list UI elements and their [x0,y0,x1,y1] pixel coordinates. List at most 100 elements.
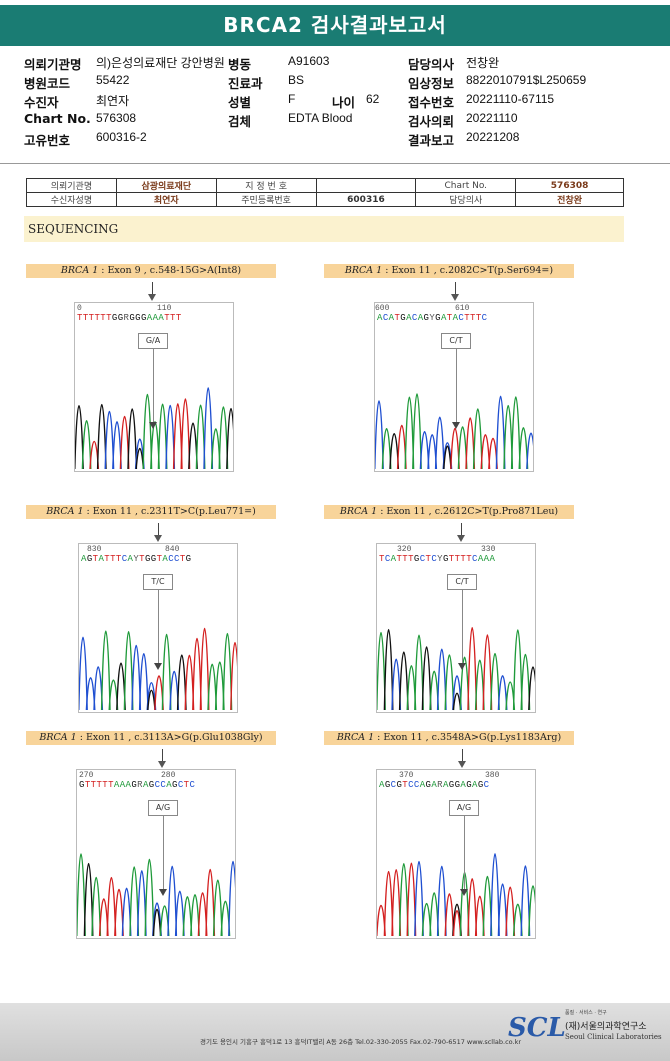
base-letter: G [131,780,138,790]
lab-name-en: Seoul Clinical Laboratories [565,1033,662,1041]
base-letter: A [440,313,447,323]
base-letter: A [119,780,126,790]
id-value: 600316-2 [96,130,147,144]
trace-peak [106,877,117,937]
sex-value: F [288,92,296,106]
position-number: 320 [397,545,412,554]
trace-peak [192,637,202,711]
position-number: 270 [79,771,94,780]
base-letter: T [408,554,414,564]
base-letter: T [460,554,467,564]
trace-peak [436,865,447,937]
trace-peak [467,627,478,711]
base-letter: G [150,554,157,564]
chromatogram-panel: BRCA 1 : Exon 11 , c.2311T>C(p.Leu771=) … [26,505,276,715]
trace-peak [377,632,386,711]
chromatogram: 0 110 TTTTTTGGRGGGAAATTT G/A [74,302,234,472]
clinical-label: 임상정보 [408,76,455,91]
chromatogram: 830 840 AGTATTTCAYTGGTACCTG T/C [78,543,238,713]
mutation-arrow-icon [460,889,468,896]
base-letter: A [127,554,134,564]
trace-peak [203,387,214,470]
base-letter: C [384,554,391,564]
trace-peak [205,868,216,937]
sub-cell: 담당의사 [415,192,517,207]
sub-table-row: 수신자성명 최연자 주민등록번호 600316 담당의사 전창완 [26,192,624,207]
trace-peak [526,432,533,470]
base-letter: T [110,554,116,564]
trace-peak [230,641,237,711]
base-letter: G [144,554,151,564]
base-letter: R [437,780,443,790]
sub-cell: 최연자 [115,192,217,207]
ward-label: 병동 [228,57,252,72]
base-letter: G [117,313,124,323]
receipt-label: 접수번호 [408,95,455,110]
base-letter: A [377,313,383,323]
base-letter: T [183,780,190,790]
mutation-arrow-icon [458,663,466,670]
base-letter: T [446,313,453,323]
mutation-line [163,816,164,894]
hospital-code-value: 55422 [96,73,130,87]
trace-peak [414,634,424,711]
sub-cell: 수신자성명 [26,192,117,207]
base-letter: A [442,780,449,790]
trace-peak [528,666,535,711]
chromatogram: 270 280 GTTTTTAAAGRAGCCAGCTC A/G [76,769,236,939]
base-letter: T [379,554,385,564]
trace-peak [96,403,107,470]
base-letter: Y [437,554,443,564]
trace-peak [157,403,168,470]
trace-peak [212,879,223,937]
divider [0,163,670,164]
base-letter: C [419,554,426,564]
position-number: 380 [485,771,500,780]
trace-peak [79,636,88,711]
trace-peak [383,629,394,711]
report-label: 결과보고 [408,133,455,148]
trace-peak [512,629,523,711]
base-letter: C [483,780,490,790]
trace-peak [100,630,111,711]
mutation-arrow-icon [154,663,162,670]
trace-peak [381,428,392,470]
sub-cell: 600316 [315,192,417,207]
panel-title: BRCA 1 : Exon 9 , c.548-15G>A(Int8) [26,264,276,278]
base-letter: C [121,554,128,564]
base-letter: G [396,780,403,790]
base-letter: C [382,313,389,323]
ward-value: A91603 [288,54,330,68]
gene-name: BRCA 1 [39,732,77,743]
base-letter: T [402,780,409,790]
base-letter: T [470,313,476,323]
trace-peak [510,396,521,470]
base-letter: G [86,554,93,564]
sub-cell [315,178,417,193]
trace-peak [123,631,134,711]
base-letter: A [158,313,165,323]
base-letter: C [431,554,438,564]
trace-peak [131,644,142,711]
base-letter: A [483,554,490,564]
base-letter: T [77,313,83,323]
footer: 경기도 용인시 기흥구 흥덕1로 13 흥덕IT밸리 A동 26층 Tel.02… [0,1003,670,1061]
trace-peak [419,431,430,470]
chart-value: 576308 [96,111,137,125]
trace-plot [77,853,235,937]
base-letter: G [448,780,455,790]
base-letter: T [82,313,89,323]
trace-peak [503,404,514,470]
base-letter: G [111,313,118,323]
trace-peak [152,908,162,937]
mutation-label: A/G [148,800,178,816]
position-number: 110 [157,304,172,313]
variant-desc: : Exon 11 , c.3113A>G(p.Glu1038Gly) [76,732,263,743]
gene-name: BRCA 1 [46,506,84,517]
base-letter: C [413,780,420,790]
position-number: 280 [161,771,176,780]
report-value: 20221208 [466,130,520,144]
base-letter: A [98,554,105,564]
trace-peak [104,411,115,470]
trace-peak [167,865,178,937]
